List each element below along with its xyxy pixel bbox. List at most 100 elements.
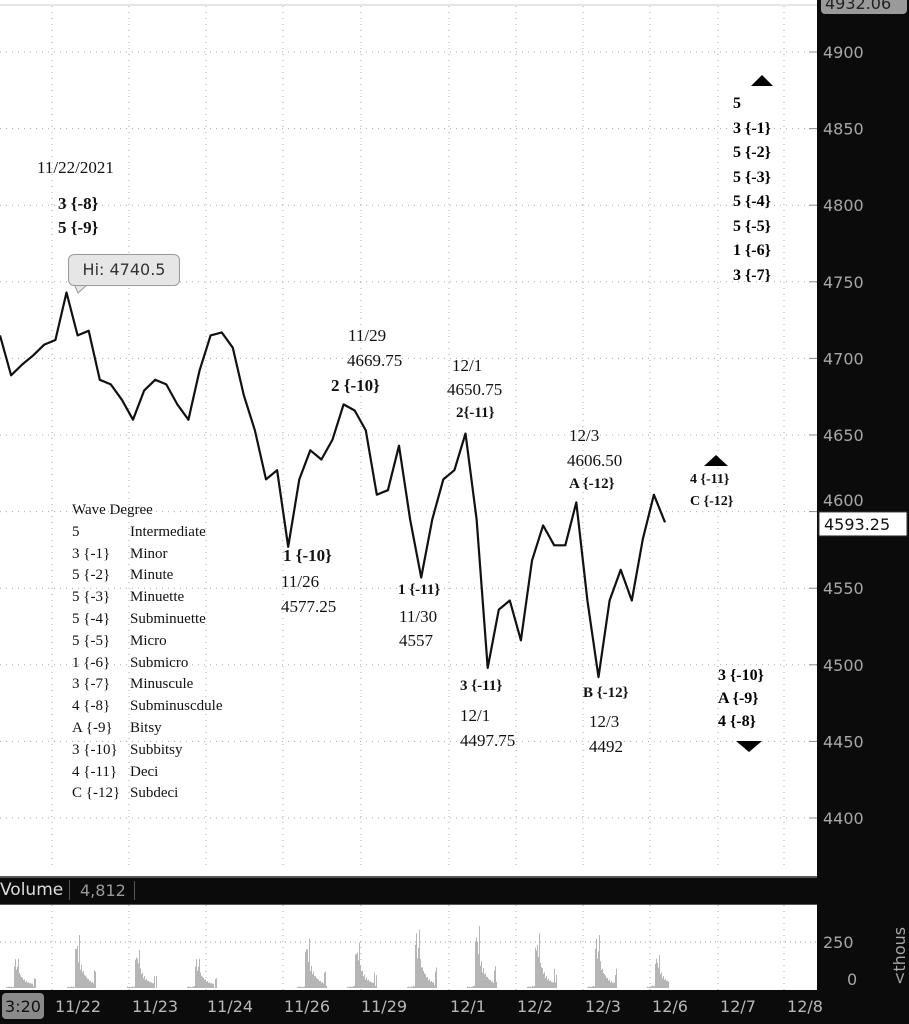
- volume-bar: [19, 972, 20, 988]
- volume-bar: [471, 986, 472, 988]
- volume-bar: [542, 968, 543, 988]
- volume-bar: [433, 982, 434, 988]
- volume-bar: [18, 958, 19, 988]
- volume-bar: [304, 986, 305, 988]
- volume-bar: [528, 986, 529, 988]
- volume-title: Volume: [0, 880, 71, 900]
- volume-bar: [363, 976, 364, 988]
- volume-bar: [478, 954, 479, 988]
- volume-bar: [87, 978, 88, 988]
- volume-bar: [547, 980, 548, 988]
- volume-bar: [663, 976, 664, 988]
- last-price-label: 4593.25: [824, 515, 890, 534]
- volume-bar: [69, 987, 70, 988]
- volume-bar: [594, 986, 595, 988]
- annotation-wave: 5 {-2}: [733, 144, 771, 161]
- legend-degree-name: Minor: [130, 545, 168, 562]
- date-tick-label: 11/22: [55, 997, 101, 1016]
- volume-bar: [141, 974, 142, 988]
- date-tick-label: 12/8: [787, 997, 823, 1016]
- volume-bar: [72, 987, 73, 988]
- legend-wave-label: 3 {-1}: [72, 545, 111, 562]
- volume-bar: [595, 949, 596, 988]
- volume-bar: [362, 970, 363, 988]
- volume-bar: [416, 933, 417, 988]
- legend-degree-name: Micro: [130, 632, 167, 649]
- volume-bar: [32, 983, 33, 988]
- price-tick-label: 4450: [823, 732, 864, 751]
- price-tick-label: 4400: [823, 809, 864, 828]
- annotation-wave: 2{-11}: [456, 405, 495, 421]
- volume-bar: [204, 979, 205, 988]
- volume-bar: [197, 970, 198, 988]
- volume-bar: [135, 959, 136, 988]
- up-arrow-icon: [704, 455, 728, 466]
- date-axis-background: [0, 990, 909, 1024]
- volume-bar: [665, 978, 666, 988]
- volume-bar: [303, 986, 304, 988]
- volume-bar: [548, 978, 549, 988]
- date-tick-label: 12/2: [517, 997, 553, 1016]
- volume-bar: [475, 942, 476, 988]
- price-tick-label: 4700: [823, 349, 864, 368]
- volume-bar: [429, 979, 430, 988]
- legend-row: 5 {-4} Subminuette: [72, 609, 223, 631]
- volume-bar: [74, 987, 75, 988]
- volume-bar: [662, 978, 663, 988]
- annotation-wave: A {-9}: [718, 690, 759, 707]
- volume-bar: [206, 981, 207, 988]
- volume-bar: [467, 986, 468, 988]
- volume-bar: [661, 972, 662, 988]
- volume-bar: [651, 986, 652, 988]
- legend-degree-name: Subminuscdule: [130, 698, 223, 715]
- volume-bar: [356, 954, 357, 988]
- volume-bar: [556, 974, 557, 988]
- volume-bar: [10, 987, 11, 988]
- legend-row: 5 {-3} Minuette: [72, 587, 223, 609]
- annotation-wave: 2 {-10}: [331, 376, 380, 395]
- volume-bar: [654, 985, 655, 988]
- volume-bar: [132, 986, 133, 988]
- volume-bar: [411, 986, 412, 988]
- volume-bar: [418, 947, 419, 988]
- volume-bar: [413, 985, 414, 988]
- annotation-price: 4606.50: [567, 451, 623, 470]
- volume-bar: [301, 986, 302, 988]
- volume-bar: [93, 983, 94, 988]
- volume-bar: [664, 979, 665, 988]
- annotation-date: 12/1: [460, 706, 491, 725]
- volume-tick-label: 250: [823, 933, 854, 952]
- volume-bar: [322, 982, 323, 988]
- price-series-line: [0, 291, 667, 679]
- volume-bar: [202, 976, 203, 988]
- volume-bar: [320, 980, 321, 988]
- volume-bar: [530, 986, 531, 988]
- volume-bar: [487, 977, 488, 988]
- annotation-wave: 3 {-11}: [460, 678, 503, 694]
- date-tick-label: 11/26: [284, 997, 330, 1016]
- legend-wave-label: 5 {-2}: [72, 567, 111, 584]
- volume-bar: [488, 978, 489, 988]
- volume-bar: [354, 985, 355, 988]
- annotation-wave: 5 {-3}: [733, 168, 771, 186]
- volume-bar: [468, 987, 469, 988]
- volume-bar: [89, 981, 90, 988]
- volume-bar: [70, 986, 71, 988]
- volume-bar: [480, 965, 481, 988]
- volume-bar: [648, 987, 649, 988]
- top-price-label: 4932.06: [825, 0, 891, 13]
- legend-degree-name: Minuscule: [130, 676, 194, 693]
- legend-row: 3 {-7} Minuscule: [72, 674, 223, 696]
- volume-bar: [412, 987, 413, 988]
- volume-bar: [22, 977, 23, 988]
- volume-bar: [71, 986, 72, 988]
- volume-bar: [196, 959, 197, 988]
- volume-bar: [129, 986, 130, 988]
- volume-bar: [611, 981, 612, 988]
- right-wave-stack-top: 5 3 {-1} 5 {-2} 5 {-3} 5 {-4} 5 {-5} 1 {-6} 3 {…: [733, 92, 771, 288]
- price-tick-label: 4550: [823, 579, 864, 598]
- volume-bar: [23, 979, 24, 988]
- annotation-price: 4577.25: [281, 597, 337, 616]
- annotation-wave: 4 {-11}: [690, 472, 730, 487]
